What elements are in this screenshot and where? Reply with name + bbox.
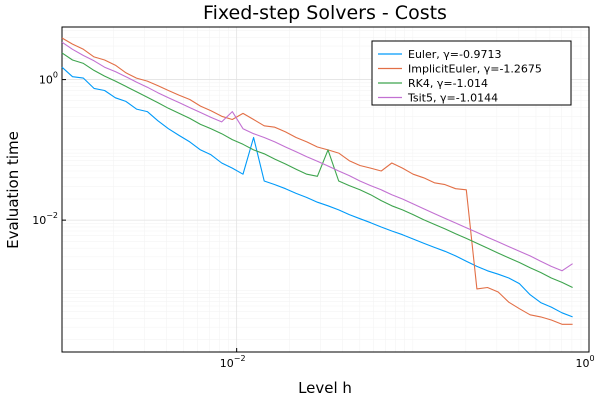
y-tick-exponent: 0 — [53, 71, 58, 80]
minor-grid — [62, 27, 589, 352]
series-layer — [61, 37, 573, 325]
legend: Euler, γ=-0.9713 ImplicitEuler, γ=-1.2675… — [371, 40, 572, 106]
legend-box — [371, 40, 572, 106]
legend-label-rk4: RK4, γ=-1.014 — [408, 77, 488, 90]
series-line-tsit5 — [61, 41, 573, 272]
series-line-impliciteuler — [61, 37, 573, 325]
legend-label-euler: Euler, γ=-0.9713 — [408, 48, 501, 61]
y-tick-base: 10 — [32, 214, 46, 227]
x-tick-exponent: −2 — [234, 354, 246, 363]
x-tick-base: 10 — [575, 357, 589, 370]
legend-label-tsit5: Tsit5, γ=-1.0144 — [407, 92, 498, 105]
legend-label-impliciteuler: ImplicitEuler, γ=-1.2675 — [408, 63, 542, 76]
y-tick-base: 10 — [39, 74, 53, 87]
y-axis-label: Evaluation time — [4, 131, 22, 249]
series-line-euler — [61, 66, 573, 318]
plot-frame — [61, 26, 590, 353]
y-tick-label: 10−2 — [32, 211, 58, 227]
x-tick-exponent: 0 — [589, 354, 594, 363]
x-tick-label: 100 — [575, 354, 594, 370]
y-tick-exponent: −2 — [46, 211, 58, 220]
y-tick-label: 100 — [39, 71, 58, 87]
x-axis-label: Level h — [298, 379, 352, 397]
x-tick-base: 10 — [220, 357, 234, 370]
series-line-rk4 — [61, 52, 573, 288]
x-tick-label: 10−2 — [220, 354, 246, 370]
chart-title: Fixed-step Solvers - Costs — [203, 2, 447, 24]
